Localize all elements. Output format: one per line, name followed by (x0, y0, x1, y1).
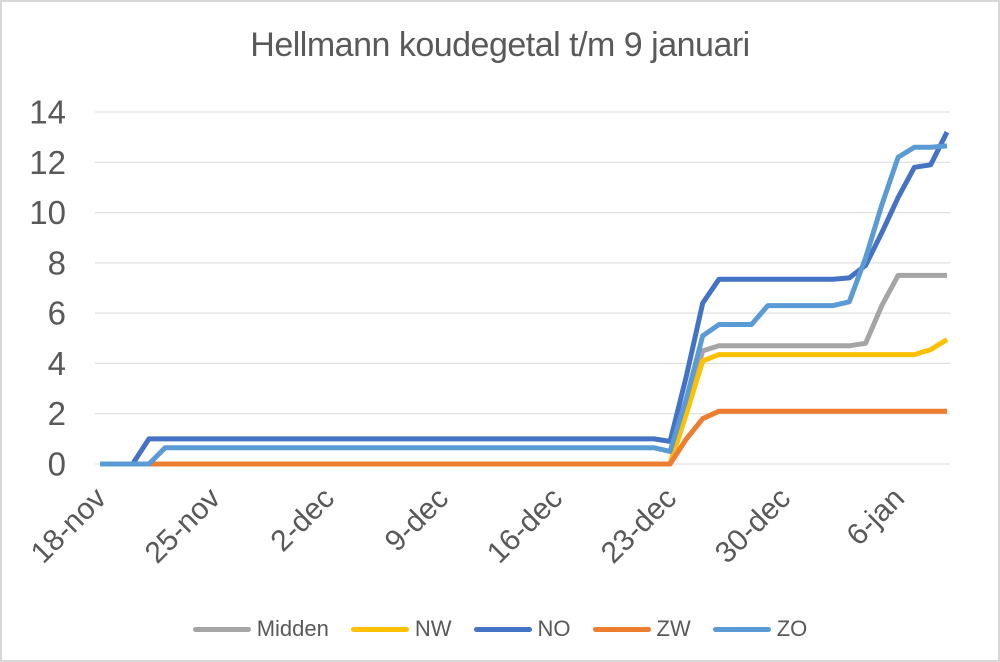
series-line-no (100, 130, 950, 467)
legend-line-swatch (473, 626, 532, 632)
series-lines (100, 130, 950, 467)
legend-item-zw[interactable]: ZW (592, 616, 691, 642)
y-axis-tick-label: 0 (48, 446, 66, 483)
legend-line-swatch (592, 626, 651, 632)
x-axis-tick-label: 18-nov (25, 482, 113, 570)
y-axis-tick-label: 6 (48, 295, 66, 332)
legend-item-no[interactable]: NO (473, 616, 571, 642)
x-axis-tick-label: 9-dec (379, 482, 455, 558)
x-axis-tick-label: 2-dec (265, 482, 341, 558)
y-axis-tick-label: 4 (48, 345, 66, 382)
legend-line-swatch (350, 626, 409, 632)
x-axis-tick-label: 25-nov (139, 482, 227, 570)
legend-label: Midden (256, 616, 329, 641)
x-axis-tick-label: 16-dec (481, 482, 569, 570)
legend-label: NO (537, 616, 571, 641)
y-axis: 0 2 4 6 8 10 12 14 (29, 94, 66, 483)
legend-label: NW (414, 616, 452, 641)
legend-line-swatch (192, 626, 251, 632)
legend-item-midden[interactable]: Midden (192, 616, 329, 642)
series-line-zw (100, 408, 947, 467)
legend-label: ZW (656, 616, 691, 641)
y-axis-tick-label: 10 (29, 194, 66, 231)
x-axis-tick-label: 6-jan (841, 482, 912, 553)
x-axis: 18-nov 25-nov 2-dec 9-dec 16-dec 23-dec 30-dec… (25, 482, 911, 570)
y-axis-tick-label: 2 (48, 395, 66, 432)
legend-line-swatch (712, 626, 771, 632)
series-line-zo (100, 143, 948, 467)
legend: Midden NW NO ZW ZO (2, 616, 998, 642)
legend-item-nw[interactable]: NW (350, 616, 452, 642)
legend-item-zo[interactable]: ZO (712, 616, 808, 642)
legend-label: ZO (776, 616, 808, 641)
y-axis-tick-label: 8 (48, 244, 66, 281)
chart-title: Hellmann koudegetal t/m 9 januari (250, 26, 750, 64)
x-axis-tick-label: 23-dec (595, 482, 683, 570)
y-axis-tick-label: 14 (29, 94, 66, 131)
x-axis-tick-label: 30-dec (709, 482, 797, 570)
y-axis-tick-label: 12 (29, 144, 66, 181)
plot-area: 0 2 4 6 8 10 12 14 18-nov 25-nov 2-dec 9-dec 16-dec 2… (25, 94, 950, 570)
